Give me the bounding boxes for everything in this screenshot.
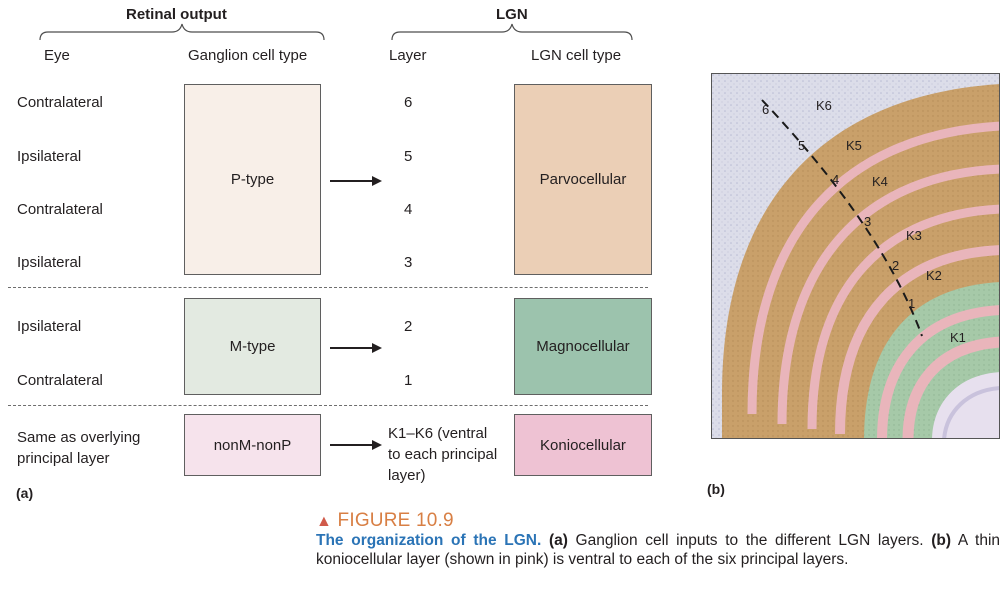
lgn-brace	[391, 23, 633, 41]
p-type-label: P-type	[230, 171, 275, 188]
eye-konio-line1: Same as overlying	[17, 429, 141, 446]
micro-k2: K2	[926, 268, 942, 283]
lgn-micrograph: 6 5 4 3 2 1 K6 K5 K4 K3 K2 K1	[711, 73, 1000, 439]
nonm-nonp-label: nonM-nonP	[213, 436, 292, 454]
layer-konio-line1: K1–K6 (ventral	[388, 425, 488, 442]
panel-label-b: (b)	[707, 481, 725, 497]
figure-number: FIGURE 10.9	[337, 510, 454, 531]
header-braces	[39, 23, 633, 41]
layer-5: 5	[404, 148, 413, 165]
parvocellular-box: Parvocellular	[514, 84, 652, 275]
arrow-p-to-parvo	[330, 176, 382, 186]
micro-layer-6: 6	[762, 102, 769, 117]
micrograph-label-group: 6 5 4 3 2 1 K6 K5 K4 K3 K2 K1	[762, 98, 966, 345]
retinal-output-header: Retinal output	[126, 6, 227, 23]
figure-caption: The organization of the LGN. (a) Ganglio…	[316, 531, 1000, 569]
layer-6: 6	[404, 94, 413, 111]
micro-k1: K1	[950, 330, 966, 345]
micro-k3: K3	[906, 228, 922, 243]
micro-layer-5: 5	[798, 138, 805, 153]
lgn-cell-column-header: LGN cell type	[531, 47, 622, 64]
m-type-box: M-type	[184, 298, 321, 395]
magnocellular-label: Magnocellular	[536, 338, 630, 355]
layer-1: 1	[404, 372, 413, 389]
layer-3: 3	[404, 254, 413, 271]
koniocellular-label: Koniocellular	[540, 436, 626, 454]
layer-4: 4	[404, 201, 413, 218]
eye-row-1: Contralateral	[17, 372, 103, 389]
eye-row-4: Contralateral	[17, 201, 103, 218]
micro-layer-3: 3	[864, 214, 871, 229]
caption-a-label: (a)	[548, 532, 568, 549]
m-type-label: M-type	[229, 338, 276, 355]
eye-row-2: Ipsilateral	[17, 318, 82, 335]
eye-konio-line2: principal layer	[17, 450, 110, 467]
caption-a-text: Ganglion cell inputs to the different LG…	[567, 532, 924, 549]
micro-layer-2: 2	[892, 258, 899, 273]
panel-label-a: (a)	[16, 485, 34, 501]
lgn-micrograph-svg: 6 5 4 3 2 1 K6 K5 K4 K3 K2 K1	[712, 74, 999, 438]
lgn-header: LGN	[496, 6, 528, 23]
figure-title: ▲ FIGURE 10.9	[316, 510, 454, 532]
koniocellular-box: Koniocellular	[514, 414, 652, 476]
caption-lead: The organization of the LGN.	[316, 532, 542, 549]
p-type-box: P-type	[184, 84, 321, 275]
layer-column-header: Layer	[389, 47, 427, 64]
eye-row-6: Contralateral	[17, 94, 103, 111]
caption-b-label: (b)	[931, 532, 952, 549]
eye-row-3: Ipsilateral	[17, 254, 82, 271]
ganglion-column-header: Ganglion cell type	[188, 47, 308, 64]
micro-k4: K4	[872, 174, 888, 189]
layer-2: 2	[404, 318, 413, 335]
eye-column-header: Eye	[44, 47, 70, 64]
retinal-output-brace	[39, 23, 325, 41]
separator-parvo-magno	[8, 287, 648, 288]
lgn-layers	[722, 84, 999, 438]
figure-marker: ▲	[316, 513, 333, 530]
arrow-m-to-magno	[330, 343, 382, 353]
parvocellular-label: Parvocellular	[539, 171, 627, 188]
arrow-k-to-konio	[330, 440, 382, 450]
nonm-nonp-box: nonM-nonP	[184, 414, 321, 476]
micro-k5: K5	[846, 138, 862, 153]
micro-layer-1: 1	[908, 296, 915, 311]
separator-magno-konio	[8, 405, 648, 406]
micro-layer-4: 4	[832, 172, 839, 187]
eye-row-5: Ipsilateral	[17, 148, 82, 165]
layer-konio-line2: to each principal	[388, 446, 498, 463]
magnocellular-box: Magnocellular	[514, 298, 652, 395]
layer-konio-line3: layer)	[388, 467, 426, 484]
micro-k6: K6	[816, 98, 832, 113]
caption-b-text: A thin koniocellular layer (shown in pin…	[316, 532, 1000, 568]
